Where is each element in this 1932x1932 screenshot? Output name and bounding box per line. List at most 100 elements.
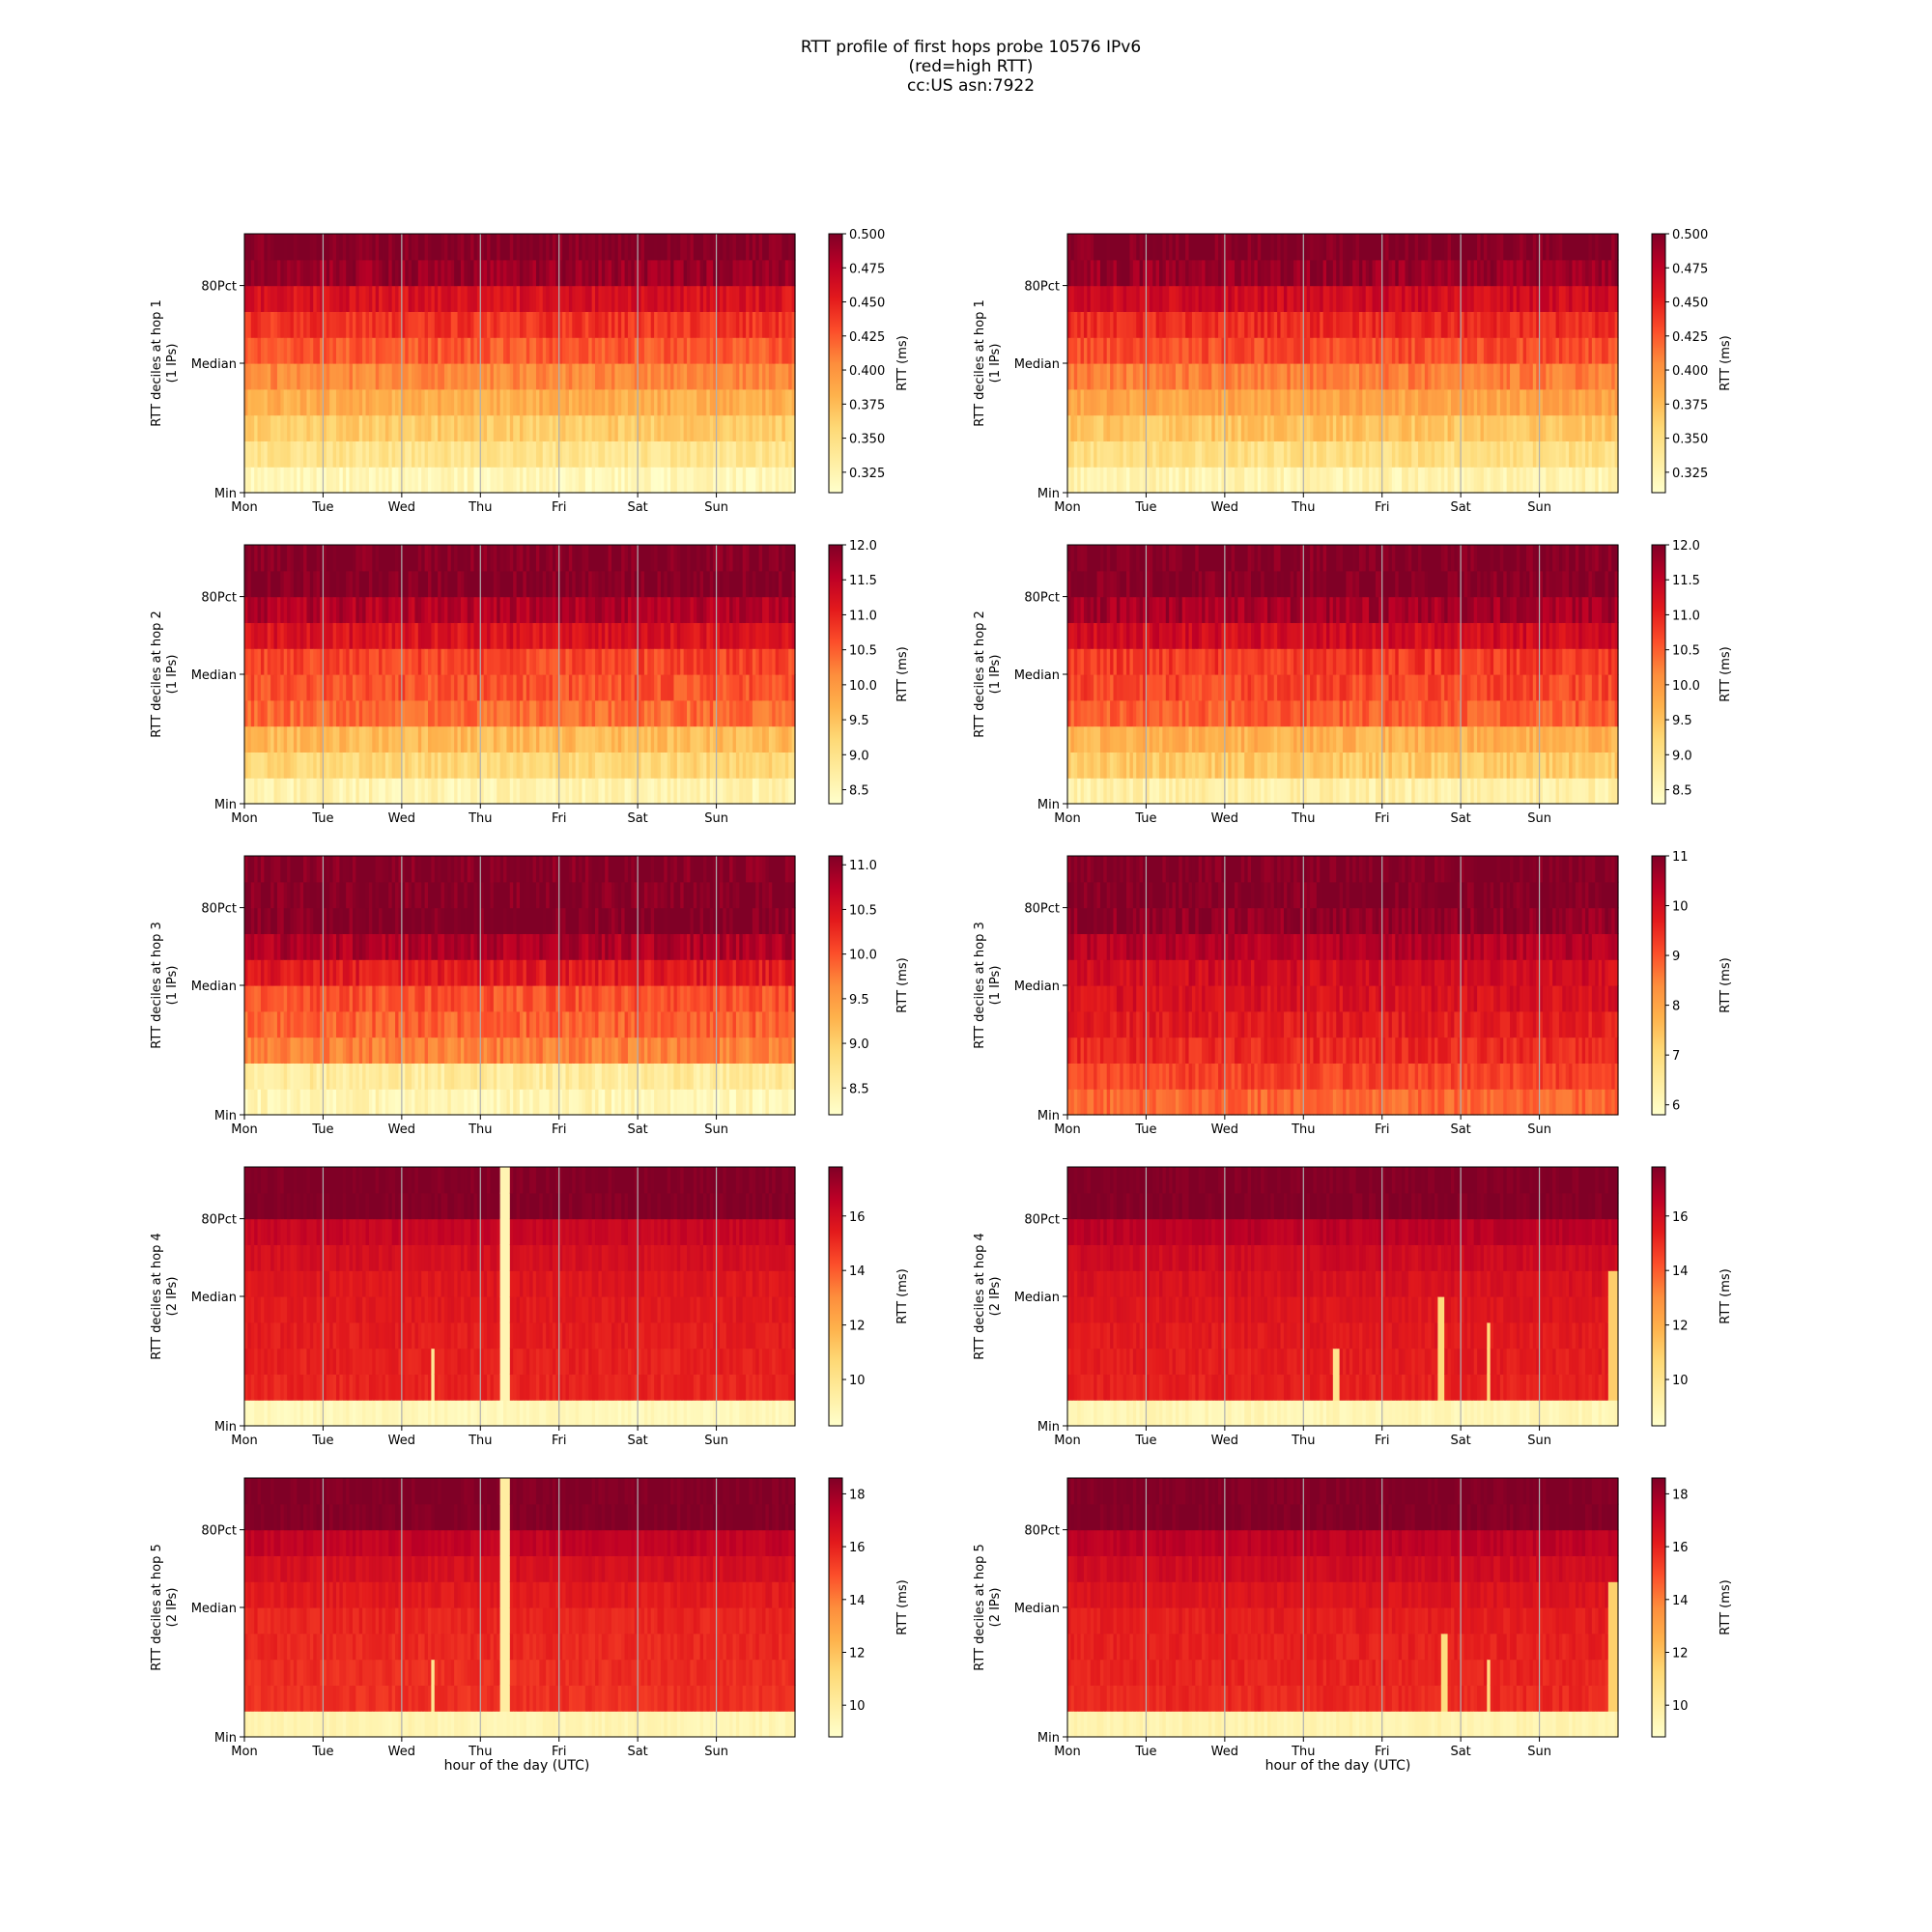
heatmap-cell: [539, 467, 544, 494]
heatmap-cell: [1132, 440, 1137, 468]
heatmap-cell: [621, 388, 626, 416]
heatmap-cell: [1254, 440, 1259, 468]
heatmap-cell: [1149, 388, 1153, 416]
heatmap-cell: [1483, 388, 1488, 416]
heatmap-cell: [529, 414, 534, 441]
heatmap-cell: [739, 285, 744, 312]
heatmap-cell: [499, 311, 504, 338]
heatmap-cell: [320, 440, 325, 468]
heatmap-cell: [293, 545, 298, 572]
heatmap-cell: [1598, 311, 1603, 338]
heatmap-cell: [562, 337, 567, 364]
heatmap-cell: [549, 414, 554, 441]
heatmap-cell: [395, 467, 400, 494]
heatmap-cell: [1094, 285, 1098, 312]
heatmap-cell: [490, 285, 495, 312]
heatmap-cell: [1103, 337, 1108, 364]
heatmap-cell: [660, 725, 665, 753]
heatmap-cell: [431, 388, 436, 416]
heatmap-cell: [1575, 311, 1579, 338]
heatmap-cell: [1070, 440, 1075, 468]
heatmap-cell: [270, 778, 275, 805]
heatmap-cell: [582, 388, 586, 416]
heatmap-cell: [476, 311, 481, 338]
heatmap-cell: [732, 467, 737, 494]
heatmap-cell: [746, 363, 751, 390]
heatmap-cell: [438, 259, 442, 287]
heatmap-cell: [532, 234, 537, 261]
figure-title: RTT profile of first hops probe 10576 IP…: [801, 38, 1141, 96]
heatmap-cell: [270, 596, 275, 623]
heatmap-cell: [431, 545, 436, 572]
heatmap-cell: [388, 467, 393, 494]
heatmap-cell: [438, 388, 442, 416]
heatmap-cell: [480, 388, 485, 416]
heatmap-cell: [781, 414, 786, 441]
heatmap-cell: [690, 259, 695, 287]
heatmap-cell: [683, 234, 688, 261]
heatmap-cell: [582, 363, 586, 390]
heatmap-cell: [283, 388, 288, 416]
heatmap-cell: [650, 363, 655, 390]
heatmap-cell: [244, 234, 248, 261]
heatmap-cell: [779, 388, 783, 416]
colorbar-tick-label: 0.375: [1672, 398, 1708, 412]
heatmap-cell: [257, 467, 262, 494]
heatmap-cell: [401, 337, 406, 364]
heatmap-cell: [1588, 311, 1593, 338]
heatmap-cell: [788, 311, 793, 338]
heatmap-cell: [627, 363, 632, 390]
heatmap-cell: [1129, 337, 1134, 364]
heatmap-cell: [332, 467, 337, 494]
heatmap-cell: [336, 285, 340, 312]
heatmap-cell: [470, 337, 475, 364]
heatmap-cell: [549, 363, 554, 390]
heatmap-cell: [421, 414, 426, 441]
heatmap-cell: [758, 414, 763, 441]
heatmap-cell: [1083, 467, 1088, 494]
heatmap-cell: [470, 234, 475, 261]
heatmap-cell: [454, 545, 459, 572]
heatmap-cell: [1277, 414, 1282, 441]
heatmap-cell: [1346, 311, 1350, 338]
heatmap-cell: [391, 234, 396, 261]
heatmap-cell: [742, 622, 747, 649]
heatmap-cell: [270, 259, 275, 287]
heatmap-cell: [601, 259, 606, 287]
heatmap-cell: [470, 363, 475, 390]
heatmap-cell: [1552, 414, 1557, 441]
heatmap-cell: [1277, 363, 1282, 390]
heatmap-cell: [401, 440, 406, 468]
y-tick-label: Median: [1014, 357, 1060, 372]
heatmap-cell: [443, 622, 448, 649]
heatmap-cell: [1143, 388, 1148, 416]
heatmap-cell: [670, 311, 675, 338]
heatmap-cell: [257, 311, 262, 338]
heatmap-cell: [1159, 234, 1163, 261]
heatmap-cell: [719, 388, 724, 416]
heatmap-cell: [584, 388, 589, 416]
heatmap-cell: [664, 388, 668, 416]
heatmap-cell: [1132, 467, 1137, 494]
x-tick-label: Wed: [1211, 500, 1238, 515]
heatmap-cell: [368, 285, 373, 312]
colorbar-tick-label: 0.425: [1672, 330, 1708, 345]
heatmap-cell: [1087, 440, 1092, 468]
heatmap-cell: [513, 311, 518, 338]
heatmap-cell: [365, 259, 370, 287]
heatmap-cell: [739, 414, 744, 441]
heatmap-cell: [579, 234, 583, 261]
heatmap-cell: [706, 467, 711, 494]
heatmap-cell: [535, 337, 540, 364]
heatmap-cell: [591, 285, 596, 312]
heatmap-cell: [725, 363, 730, 390]
heatmap-cell: [293, 699, 298, 727]
heatmap-cell: [640, 414, 645, 441]
heatmap-cell: [320, 363, 325, 390]
heatmap-cell: [634, 234, 639, 261]
heatmap-cell: [650, 414, 655, 441]
heatmap-cell: [1090, 388, 1094, 416]
heatmap-cell: [434, 285, 439, 312]
heatmap-cell: [1080, 363, 1085, 390]
heatmap-cell: [752, 259, 756, 287]
